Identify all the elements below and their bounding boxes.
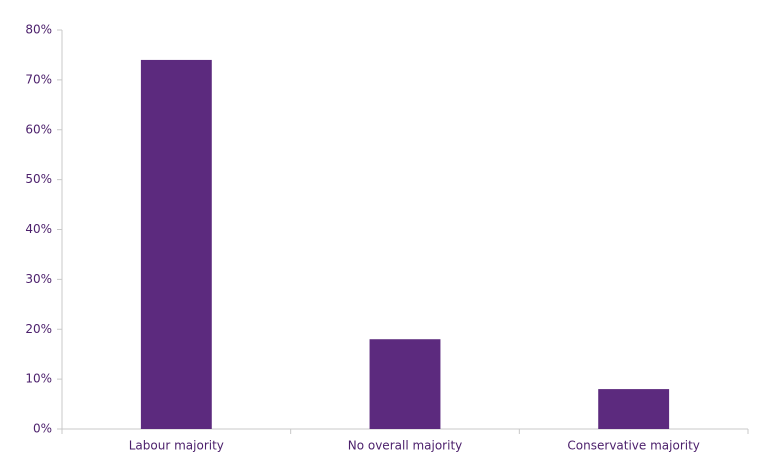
y-tick-label: 20% [25,322,52,336]
y-tick-label: 80% [25,23,52,37]
y-tick-label: 70% [25,72,52,86]
y-tick-label: 50% [25,172,52,186]
x-tick-label: Labour majority [129,439,224,453]
bar [140,59,212,430]
y-tick-label: 10% [25,372,52,386]
x-tick-label: No overall majority [348,439,463,453]
y-tick-label: 60% [25,122,52,136]
x-tick-label: Conservative majority [567,439,699,453]
bar [598,389,670,429]
y-tick-label: 30% [25,272,52,286]
bar [369,339,441,429]
y-tick-label: 40% [25,222,52,236]
y-tick-label: 0% [33,422,52,436]
